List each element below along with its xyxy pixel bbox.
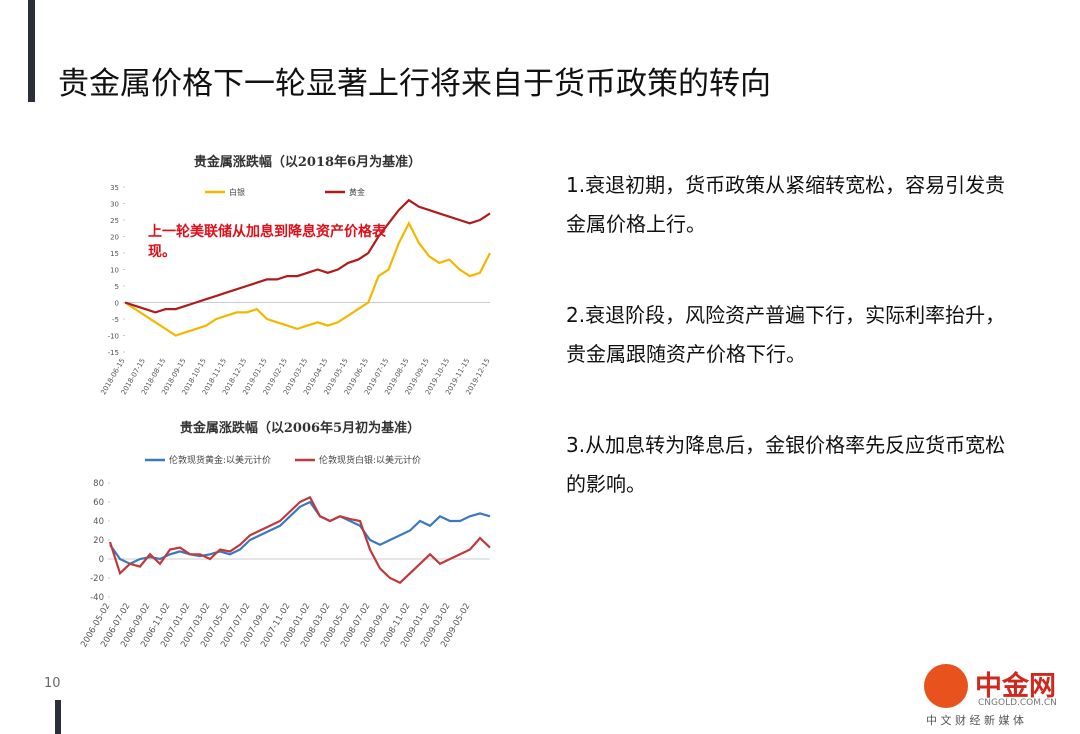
y-tick-label: 40	[93, 517, 104, 527]
y-tick-label: -15	[108, 349, 119, 357]
y-tick-label: 35	[110, 184, 119, 192]
data-line	[108, 495, 491, 585]
paragraph: 2.衰退阶段，风险资产普遍下行，实际利率抬升，贵金属跟随资产价格下行。	[566, 303, 1006, 366]
paragraph: 3.从加息转为降息后，金银价格率先反应货币宽松的影响。	[566, 433, 1006, 496]
y-tick-label: -20	[90, 574, 104, 584]
data-line	[124, 220, 491, 337]
chart-title: 贵金属涨跌幅（以2006年5月初为基准）	[180, 420, 420, 436]
accent-bar	[55, 700, 61, 734]
logo-tagline: 中 文 财 经 新 媒 体	[926, 714, 1024, 727]
y-tick-label: 15	[110, 250, 119, 258]
chart-title: 贵金属涨跌幅（以2018年6月为基准）	[194, 154, 421, 170]
logo-name: 中金网	[975, 671, 1056, 702]
slide-title: 贵金属价格下一轮显著上行将来自于货币政策的转向	[58, 66, 771, 102]
legend-label: 白银	[229, 187, 245, 197]
legend-label: 伦敦现货白银:以美元计价	[319, 454, 421, 466]
logo-icon	[924, 664, 968, 708]
y-tick-label: 0	[99, 555, 104, 565]
accent-bar	[28, 0, 35, 102]
y-tick-label: 20	[93, 536, 104, 546]
legend-label: 黄金	[349, 187, 365, 197]
data-line	[124, 198, 491, 314]
y-tick-label: 5	[115, 283, 119, 291]
y-tick-label: -40	[90, 593, 104, 603]
charts: 贵金属涨跌幅（以2018年6月为基准） -15 -10 -5 0 5 10 15 20 25 30 3…	[79, 154, 491, 649]
logo-url: CNGOLD.COM.CN	[978, 698, 1057, 708]
y-tick-label: 25	[110, 217, 119, 225]
data-line	[109, 500, 491, 566]
y-tick-label: 0	[115, 300, 119, 308]
y-tick-label: 20	[110, 234, 119, 242]
y-tick-label: -10	[108, 333, 119, 341]
y-tick-label: 30	[110, 201, 119, 209]
y-tick-label: 10	[110, 267, 119, 275]
y-tick-label: -5	[112, 316, 119, 324]
annotation: 上一轮美联储从加息到降息资产价格表现。	[148, 224, 386, 260]
y-tick-label: 80	[93, 479, 104, 489]
paragraph: 1.衰退初期，货币政策从紧缩转宽松，容易引发贵金属价格上行。	[566, 173, 1006, 236]
legend-label: 伦敦现货黄金:以美元计价	[169, 454, 271, 466]
page-number: 10	[44, 676, 61, 691]
y-tick-label: 60	[93, 498, 104, 508]
